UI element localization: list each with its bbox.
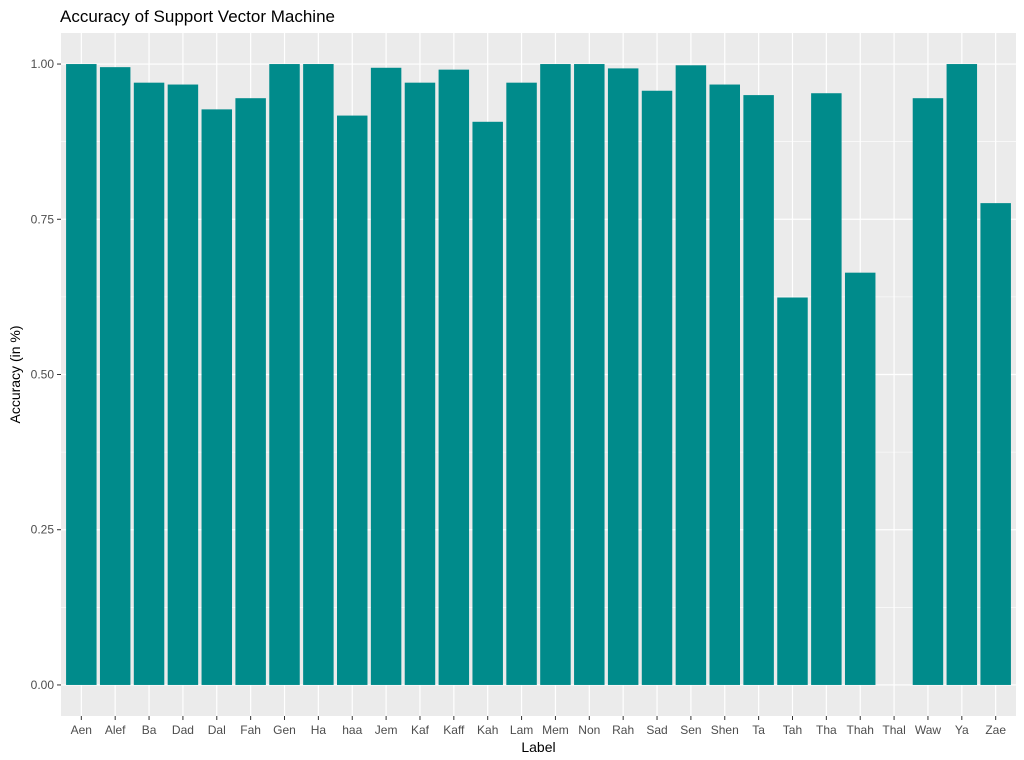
y-tick-label: 0.50 xyxy=(31,368,55,382)
y-tick-label: 0.00 xyxy=(31,678,55,692)
chart-title: Accuracy of Support Vector Machine xyxy=(60,7,335,26)
bar-non xyxy=(574,64,605,685)
x-tick-label: Kah xyxy=(477,723,498,737)
bar-kaff xyxy=(438,69,470,685)
x-tick-label: Ya xyxy=(955,723,969,737)
x-tick-label: haa xyxy=(342,723,362,737)
bar-kaf xyxy=(404,82,436,685)
x-tick-label: Dal xyxy=(208,723,226,737)
bar-waw xyxy=(912,98,944,685)
x-tick-label: Tah xyxy=(783,723,802,737)
bar-ha xyxy=(303,64,334,685)
bar-mem xyxy=(540,64,571,685)
x-tick-label: Shen xyxy=(711,723,739,737)
bar-ba xyxy=(133,82,165,685)
bar-dad xyxy=(167,84,199,685)
x-tick-label: Ta xyxy=(752,723,765,737)
x-tick-label: Sad xyxy=(646,723,667,737)
bar-zae xyxy=(980,203,1011,685)
x-tick-label: Ha xyxy=(311,723,327,737)
bar-ta xyxy=(743,95,774,685)
x-tick-label: Kaff xyxy=(443,723,465,737)
x-tick-label: Thah xyxy=(847,723,874,737)
x-tick-label: Lam xyxy=(510,723,533,737)
x-axis-title: Label xyxy=(521,739,555,755)
x-tick-label: Waw xyxy=(915,723,942,737)
x-tick-label: Thal xyxy=(882,723,905,737)
bar-shen xyxy=(709,84,740,685)
bar-gen xyxy=(269,64,300,685)
x-tick-label: Dad xyxy=(172,723,194,737)
y-axis-ticks: 0.00 0.25 0.50 0.75 1.00 xyxy=(31,57,61,692)
x-tick-label: Aen xyxy=(71,723,92,737)
bar-jem xyxy=(370,67,402,685)
bar-aen xyxy=(66,64,97,685)
bar-ya xyxy=(946,64,978,685)
y-tick-label: 0.25 xyxy=(31,523,55,537)
x-tick-label: Gen xyxy=(273,723,296,737)
x-tick-label: Sen xyxy=(680,723,701,737)
bar-dal xyxy=(201,109,233,685)
x-tick-label: Rah xyxy=(612,723,634,737)
bar-haa xyxy=(337,115,368,685)
y-axis-title: Accuracy (in %) xyxy=(7,325,23,423)
x-tick-label: Alef xyxy=(105,723,126,737)
bars xyxy=(66,64,1011,685)
bar-tah xyxy=(777,297,808,685)
bar-lam xyxy=(506,82,537,685)
bar-alef xyxy=(99,67,131,685)
bar-rah xyxy=(607,68,639,685)
bar-sad xyxy=(641,90,673,685)
bar-thah xyxy=(844,272,876,685)
y-tick-label: 0.75 xyxy=(31,212,55,226)
x-tick-label: Jem xyxy=(375,723,398,737)
x-tick-label: Tha xyxy=(816,723,837,737)
bar-fah xyxy=(235,98,266,685)
bar-tha xyxy=(811,93,842,685)
bar-sen xyxy=(675,65,707,685)
x-tick-label: Fah xyxy=(240,723,261,737)
x-tick-label: Ba xyxy=(142,723,157,737)
x-tick-label: Kaf xyxy=(411,723,430,737)
x-axis-ticks: Aen Alef Ba Dad Dal Fah Gen Ha haa Jem Kaf Kaff Kah L… xyxy=(71,716,1006,737)
bar-kah xyxy=(472,121,503,685)
y-tick-label: 1.00 xyxy=(31,57,55,71)
x-tick-label: Non xyxy=(578,723,600,737)
x-tick-label: Mem xyxy=(542,723,569,737)
x-tick-label: Zae xyxy=(985,723,1006,737)
